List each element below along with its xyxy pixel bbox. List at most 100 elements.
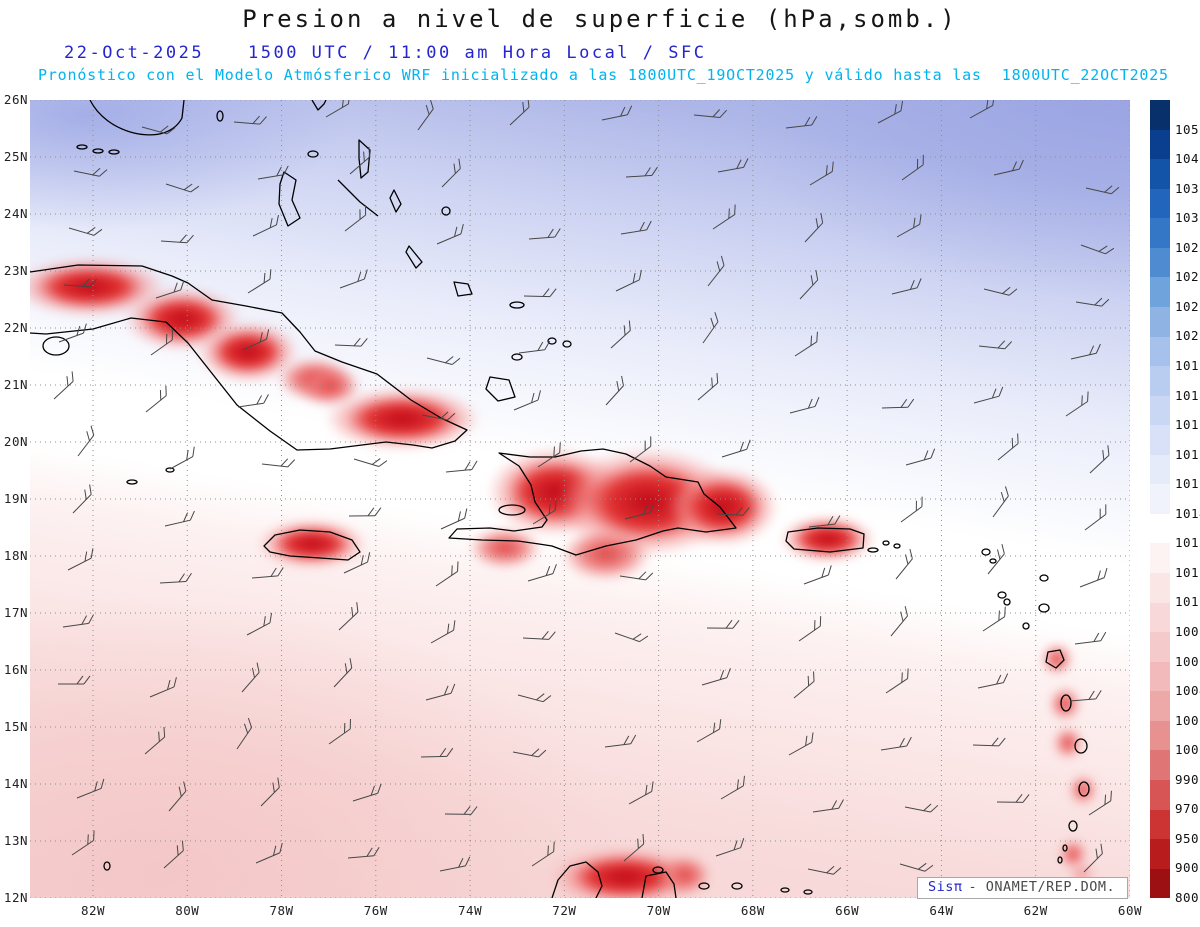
pressure-red-blob (668, 468, 778, 546)
colorbar-value: 1000 (1175, 742, 1200, 758)
lat-label: 17N (3, 605, 28, 620)
lat-label: 20N (3, 434, 28, 449)
colorbar-value: 1006 (1175, 653, 1200, 669)
lon-label: 70W (646, 903, 671, 918)
colorbar-value: 1028 (1175, 239, 1200, 255)
colorbar-value: 970 (1175, 801, 1200, 817)
lat-label: 12N (3, 890, 28, 905)
colorbar-segment (1150, 454, 1170, 485)
lon-label: 78W (269, 903, 294, 918)
watermark-brand: Sisπ (928, 879, 963, 895)
colorbar-segment (1150, 425, 1170, 455)
watermark: Sisπ - ONAMET/REP.DOM. (917, 877, 1128, 899)
lat-label: 23N (3, 263, 28, 278)
pressure-red-blob (1042, 644, 1072, 674)
colorbar-segment (1150, 868, 1170, 899)
colorbar-segment (1150, 336, 1170, 367)
pressure-red-blob (1054, 728, 1082, 758)
colorbar-segment (1150, 395, 1170, 426)
lon-label: 64W (929, 903, 954, 918)
colorbar-value: 1018 (1175, 387, 1200, 403)
pressure-red-blob (258, 520, 366, 568)
colorbar-segment (1150, 543, 1170, 573)
lat-label: 15N (3, 719, 28, 734)
colorbar-value: 1025 (1175, 269, 1200, 285)
lon-label: 68W (740, 903, 765, 918)
colorbar-segment (1150, 720, 1170, 751)
colorbar-segment (1150, 779, 1170, 810)
lon-label: 60W (1117, 903, 1142, 918)
colorbar-value: 1040 (1175, 151, 1200, 167)
colorbar-segment (1150, 691, 1170, 721)
colorbar-segment (1150, 100, 1170, 130)
colorbar-segment (1150, 750, 1170, 780)
lon-label: 82W (80, 903, 106, 918)
lat-label: 14N (3, 776, 28, 791)
lat-label: 16N (3, 662, 28, 677)
lat-label: 25N (3, 149, 28, 164)
pressure-red-blob (562, 528, 650, 580)
colorbar-value: 1030 (1175, 210, 1200, 226)
pressure-red-blob (325, 388, 480, 450)
lat-label: 26N (3, 92, 28, 107)
colorbar-value: 1010 (1175, 594, 1200, 610)
colorbar-segment (1150, 839, 1170, 869)
colorbar-value: 1015 (1175, 476, 1200, 492)
forecast-note-text: Pronóstico con el Modelo Atmósferico WRF… (38, 66, 982, 84)
forecast-note: Pronóstico con el Modelo Atmósferico WRF… (38, 66, 1169, 84)
forecast-time: 1500 UTC / 11:00 am Hora Local / SFC (248, 43, 707, 63)
colorbar-value: 1019 (1175, 358, 1200, 373)
colorbar-value: 1020 (1175, 328, 1200, 344)
lat-label: 24N (3, 206, 28, 221)
colorbar-value: 1016 (1175, 446, 1200, 462)
colorbar-segment (1150, 247, 1170, 278)
lon-label: 66W (835, 903, 860, 918)
colorbar-segment (1150, 188, 1170, 219)
colorbar-value: 1014 (1175, 505, 1200, 521)
colorbar-segment (1150, 602, 1170, 633)
colorbar-segment (1150, 809, 1170, 840)
colorbar-value: 1035 (1175, 180, 1200, 196)
colorbar-value: 1004 (1175, 683, 1200, 699)
colorbar-value: 990 (1175, 771, 1200, 787)
colorbar-segment (1150, 661, 1170, 692)
colorbar-labels: 1050 1040 1035 1030 1028 1025 1022 1020 1019 1018… (1175, 100, 1200, 905)
colorbar-value: 1008 (1175, 624, 1200, 639)
colorbar-value: 1012 (1175, 564, 1200, 580)
lat-label: 21N (3, 377, 28, 392)
pressure-red-blob (660, 856, 710, 894)
colorbar-segment (1150, 218, 1170, 248)
colorbar-segment (1150, 306, 1170, 337)
colorbar-segment (1150, 277, 1170, 307)
lon-label: 80W (175, 903, 200, 918)
colorbar-value: 1017 (1175, 417, 1200, 433)
lat-label: 13N (3, 833, 28, 848)
colorbar-segment (1150, 484, 1170, 514)
colorbar-value: 1013 (1175, 535, 1200, 551)
pressure-field (30, 100, 1130, 898)
lon-label: 72W (552, 903, 577, 918)
colorbar-segment (1150, 129, 1170, 160)
forecast-valid-until: 1800UTC_22OCT2025 (1001, 66, 1169, 84)
lat-label: 22N (3, 320, 28, 335)
lat-label: 19N (3, 491, 28, 506)
watermark-text: - ONAMET/REP.DOM. (968, 879, 1116, 895)
page-title: Presion a nivel de superficie (hPa,somb.… (242, 5, 958, 33)
colorbar (1150, 100, 1170, 899)
colorbar-value: 1022 (1175, 298, 1200, 314)
lon-label: 76W (363, 903, 388, 918)
colorbar-segment (1150, 159, 1170, 189)
colorbar-segment (1150, 366, 1170, 396)
lat-label: 18N (3, 548, 28, 563)
colorbar-value: 900 (1175, 860, 1200, 876)
colorbar-value: 800 (1175, 890, 1200, 905)
colorbar-segment (1150, 573, 1170, 603)
colorbar-value: 950 (1175, 830, 1200, 846)
colorbar-segment (1150, 632, 1170, 662)
lon-label: 62W (1023, 903, 1048, 918)
pressure-red-blob (780, 516, 875, 562)
colorbar-segment (1150, 513, 1170, 544)
pressure-red-blob (1050, 688, 1080, 720)
pressure-red-blob (1070, 776, 1096, 804)
